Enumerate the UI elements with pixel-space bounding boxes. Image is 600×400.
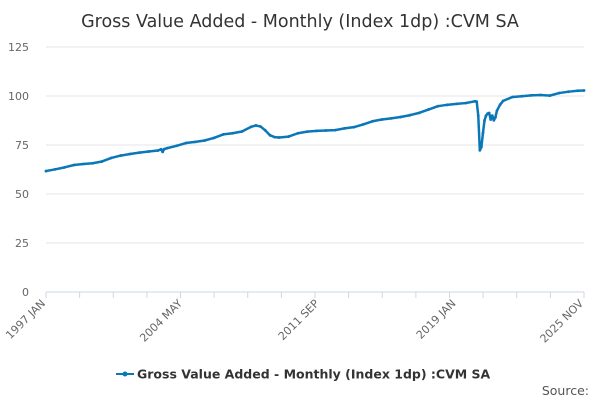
data-point[interactable] (119, 154, 123, 157)
data-point[interactable] (240, 130, 244, 133)
gridlines (46, 46, 584, 244)
data-point[interactable] (259, 125, 262, 128)
data-point[interactable] (417, 111, 421, 115)
data-point[interactable] (487, 111, 491, 115)
data-point[interactable] (484, 114, 488, 117)
data-point[interactable] (221, 133, 225, 136)
data-point[interactable] (567, 90, 570, 94)
data-point[interactable] (399, 115, 402, 119)
y-tick-label: 0 (22, 286, 29, 299)
data-point[interactable] (389, 116, 393, 120)
data-point[interactable] (539, 93, 542, 97)
data-point[interactable] (147, 150, 151, 153)
data-point[interactable] (548, 94, 552, 98)
data-point[interactable] (479, 145, 483, 149)
data-point[interactable] (475, 100, 479, 104)
y-tick-label: 125 (8, 41, 29, 54)
data-point[interactable] (481, 131, 485, 135)
y-tick-label: 75 (15, 139, 29, 152)
data-point[interactable] (445, 103, 449, 107)
data-point[interactable] (576, 89, 580, 93)
legend-item-label: Gross Value Added - Monthly (Index 1dp) … (137, 367, 491, 382)
data-point[interactable] (529, 94, 533, 97)
data-point[interactable] (361, 123, 365, 126)
legend-swatch-marker (122, 371, 128, 377)
data-point[interactable] (371, 119, 374, 123)
data-point[interactable] (315, 129, 318, 133)
data-point[interactable] (455, 102, 458, 106)
data-point[interactable] (464, 101, 468, 105)
data-point[interactable] (184, 141, 188, 145)
data-point[interactable] (231, 131, 234, 135)
data-point[interactable] (305, 130, 309, 134)
data-point[interactable] (63, 165, 67, 169)
data-point[interactable] (490, 114, 494, 117)
x-axis: 1997 JAN 2004 MAY 2011 SEP 2019 JAN 2025 NOV (3, 291, 587, 346)
chart-title: Gross Value Added - Monthly (Index 1dp) … (81, 12, 519, 32)
data-point[interactable] (100, 160, 104, 163)
data-point[interactable] (44, 169, 48, 173)
data-point[interactable] (277, 136, 281, 139)
data-point[interactable] (408, 113, 412, 117)
data-point[interactable] (193, 140, 197, 144)
data-point[interactable] (203, 139, 207, 142)
data-point[interactable] (162, 147, 166, 151)
data-point[interactable] (137, 151, 141, 155)
data-point[interactable] (498, 103, 502, 107)
data-point[interactable] (427, 108, 430, 111)
data-point[interactable] (557, 91, 561, 95)
data-point[interactable] (212, 136, 216, 140)
data-point[interactable] (53, 167, 57, 171)
legend[interactable]: Gross Value Added - Monthly (Index 1dp) … (116, 367, 491, 382)
data-point[interactable] (436, 104, 440, 108)
x-tick-label: 2004 MAY (137, 297, 185, 345)
data-point[interactable] (296, 131, 300, 135)
data-point[interactable] (91, 161, 95, 165)
data-point[interactable] (520, 94, 524, 98)
x-tick-label: 2019 JAN (414, 297, 459, 342)
series-layer (44, 89, 586, 173)
data-point[interactable] (81, 162, 85, 166)
data-point[interactable] (159, 147, 163, 151)
series-line[interactable] (44, 89, 586, 173)
data-point[interactable] (492, 118, 496, 122)
data-point[interactable] (128, 152, 132, 156)
data-point[interactable] (352, 125, 356, 129)
y-tick-label: 100 (8, 90, 29, 103)
x-tick-label: 1997 JAN (3, 297, 48, 342)
data-point[interactable] (324, 129, 328, 132)
data-point[interactable] (333, 128, 337, 132)
source-label: Source: (542, 383, 589, 398)
data-point[interactable] (263, 128, 267, 132)
data-point[interactable] (343, 126, 346, 130)
data-point[interactable] (287, 135, 290, 138)
y-axis-ticks: 0 25 50 75 100 125 (8, 41, 29, 299)
data-point[interactable] (156, 149, 160, 152)
data-point[interactable] (268, 133, 272, 137)
data-point[interactable] (489, 118, 493, 121)
data-point[interactable] (476, 114, 480, 117)
x-tick-label: 2011 SEP (276, 297, 322, 343)
data-point[interactable] (483, 119, 486, 122)
y-tick-label: 25 (15, 237, 29, 250)
y-tick-label: 50 (15, 188, 29, 201)
data-point[interactable] (273, 135, 276, 139)
data-point[interactable] (495, 109, 499, 113)
data-point[interactable] (478, 148, 482, 152)
data-point[interactable] (175, 144, 179, 148)
x-tick-label: 2025 NOV (538, 297, 587, 346)
data-point[interactable] (249, 125, 253, 129)
data-point[interactable] (72, 163, 76, 167)
data-point[interactable] (582, 89, 586, 92)
data-point[interactable] (501, 99, 505, 103)
data-point[interactable] (511, 95, 514, 99)
data-point[interactable] (254, 124, 258, 127)
data-point[interactable] (380, 118, 384, 121)
data-point[interactable] (109, 156, 113, 160)
data-point[interactable] (493, 116, 497, 119)
data-point[interactable] (165, 146, 169, 150)
data-point[interactable] (161, 150, 165, 154)
